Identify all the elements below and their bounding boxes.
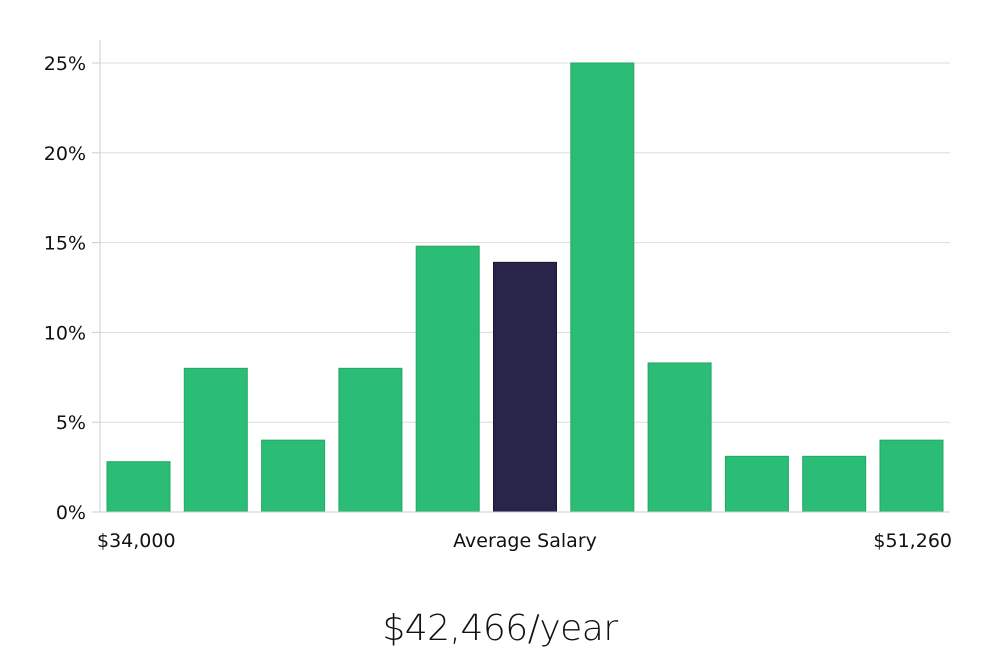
bar: [647, 362, 712, 513]
bar: [802, 455, 867, 513]
bar: [183, 367, 248, 513]
bar: [570, 62, 635, 513]
ytick-label: 20%: [44, 143, 86, 165]
bar: [879, 439, 944, 513]
x-min-label: $34,000: [97, 530, 176, 552]
axis-layer: [99, 40, 950, 513]
bar: [724, 455, 789, 513]
ytick-label: 0%: [56, 502, 86, 524]
bar: [338, 367, 403, 513]
bar: [415, 245, 480, 513]
x-axis-label: Average Salary: [453, 530, 597, 552]
ytick-label: 15%: [44, 233, 86, 255]
bar: [261, 439, 326, 513]
bar-highlight: [493, 261, 557, 513]
average-salary-headline: $42,466/year: [382, 608, 618, 649]
ytick-label: 10%: [44, 322, 86, 344]
x-max-label: $51,260: [873, 530, 952, 552]
ytick-layer: 0% 5% 10% 15% 20% 25%: [44, 53, 86, 524]
chart-svg: 0%5%10%15%20%25% $34,000 Average Salary …: [44, 40, 952, 552]
bar-layer: [106, 62, 944, 513]
bar: [106, 461, 171, 513]
ytick-label: 25%: [44, 53, 86, 75]
ytick-label: 5%: [56, 412, 86, 434]
